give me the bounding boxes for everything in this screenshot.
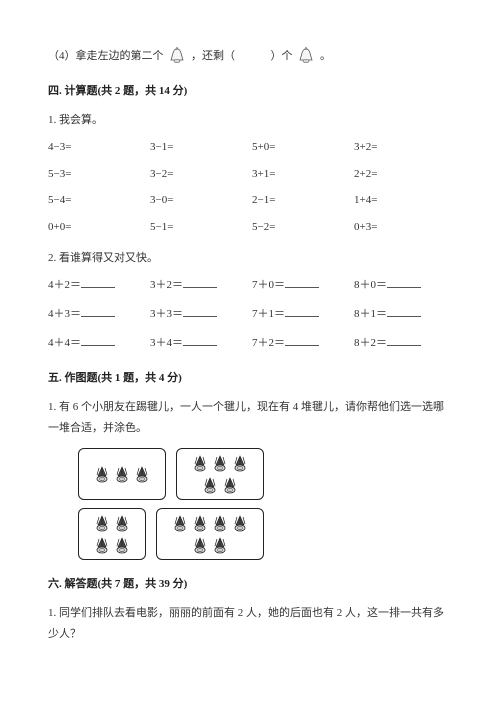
- pile-box-3: [78, 508, 146, 560]
- question-4: （4）拿走左边的第二个 ，还剩（ ）个 。: [48, 46, 452, 67]
- shuttlecock-icon: [211, 513, 229, 533]
- sec5-q1: 1. 有 6 个小朋友在踢毽儿，一人一个毽儿，现在有 4 堆毽儿，请你帮他们选一…: [48, 397, 452, 439]
- sec4-sub1: 1. 我会算。: [48, 110, 452, 131]
- calc-cell: 0+3=: [354, 217, 452, 238]
- calc-cell: 5−2=: [252, 217, 350, 238]
- shuttlecock-icon: [211, 453, 229, 473]
- shuttlecock-icon: [113, 535, 131, 555]
- calc-cell: 3−2=: [150, 164, 248, 185]
- shuttlecock-icon: [221, 475, 239, 495]
- answer-blank: [81, 278, 115, 288]
- shuttlecock-icon: [93, 513, 111, 533]
- calc-cell: 3+2=: [354, 137, 452, 158]
- calc-cell: 7＋0＝: [252, 275, 350, 296]
- calc-cell: 5−4=: [48, 190, 146, 211]
- calc-cell: 8＋2＝: [354, 333, 452, 354]
- answer-blank: [81, 307, 115, 317]
- pile-row-2: [78, 508, 452, 560]
- calc-cell: 1+4=: [354, 190, 452, 211]
- shuttlecock-icon: [113, 513, 131, 533]
- section-4-title: 四. 计算题(共 2 题，共 14 分): [48, 81, 452, 102]
- shuttlecock-icon: [133, 464, 151, 484]
- shuttlecock-icon: [231, 453, 249, 473]
- q4-period: 。: [320, 50, 331, 62]
- bell-icon: [297, 47, 315, 65]
- answer-blank: [285, 278, 319, 288]
- shuttlecock-icon: [191, 535, 209, 555]
- calc-cell: 3−0=: [150, 190, 248, 211]
- calc-cell: 5−3=: [48, 164, 146, 185]
- pile-box-1: [78, 448, 166, 500]
- bell-icon: [168, 47, 186, 65]
- shuttlecock-icon: [171, 513, 189, 533]
- calc-cell: 2+2=: [354, 164, 452, 185]
- answer-blank: [81, 336, 115, 346]
- calc-cell: 2−1=: [252, 190, 350, 211]
- calc-cell: 3−1=: [150, 137, 248, 158]
- pile-box-2: [176, 448, 264, 500]
- shuttlecock-icon: [191, 453, 209, 473]
- answer-blank: [387, 278, 421, 288]
- shuttlecock-icon: [211, 535, 229, 555]
- answer-blank: [183, 278, 217, 288]
- q4-mid: ，还剩（: [191, 50, 235, 62]
- calc-cell: 3＋4＝: [150, 333, 248, 354]
- shuttlecock-icon: [231, 513, 249, 533]
- calc-cell: 8＋0＝: [354, 275, 452, 296]
- section-5-title: 五. 作图题(共 1 题，共 4 分): [48, 368, 452, 389]
- calc-cell: 3＋2＝: [150, 275, 248, 296]
- shuttlecock-icon: [113, 464, 131, 484]
- calc-cell: 3＋3＝: [150, 304, 248, 325]
- shuttlecock-icon: [201, 475, 219, 495]
- calc-cell: 4＋3＝: [48, 304, 146, 325]
- calc-cell: 7＋1＝: [252, 304, 350, 325]
- calc-cell: 7＋2＝: [252, 333, 350, 354]
- calc-cell: 4＋4＝: [48, 333, 146, 354]
- calc-cell: 5−1=: [150, 217, 248, 238]
- answer-blank: [387, 307, 421, 317]
- pile-box-4: [156, 508, 264, 560]
- calc-cell: 0+0=: [48, 217, 146, 238]
- shuttlecock-icon: [93, 535, 111, 555]
- calc-cell: 8＋1＝: [354, 304, 452, 325]
- section-6-title: 六. 解答题(共 7 题，共 39 分): [48, 574, 452, 595]
- answer-blank: [183, 336, 217, 346]
- calc-cell: 3+1=: [252, 164, 350, 185]
- answer-blank: [183, 307, 217, 317]
- answer-blank: [285, 307, 319, 317]
- calc-cell: 4＋2＝: [48, 275, 146, 296]
- shuttlecock-icon: [191, 513, 209, 533]
- calc-grid-2: 4＋2＝3＋2＝7＋0＝8＋0＝ 4＋3＝3＋3＝7＋1＝8＋1＝ 4＋4＝3＋4＝…: [48, 275, 452, 354]
- shuttlecock-icon: [93, 464, 111, 484]
- calc-cell: 5+0=: [252, 137, 350, 158]
- calc-cell: 4−3=: [48, 137, 146, 158]
- sec4-sub2: 2. 看谁算得又对又快。: [48, 248, 452, 269]
- pile-area: [78, 448, 452, 560]
- sec6-q1: 1. 同学们排队去看电影，丽丽的前面有 2 人，她的后面也有 2 人，这一排一共…: [48, 603, 452, 645]
- answer-blank: [285, 336, 319, 346]
- q4-prefix: （4）拿走左边的第二个: [48, 50, 164, 62]
- calc-grid-1: 4−3=3−1=5+0=3+2= 5−3=3−2=3+1=2+2= 5−4=3−0=…: [48, 137, 452, 239]
- pile-row-1: [78, 448, 452, 500]
- q4-after: ）个: [271, 50, 293, 62]
- answer-blank: [387, 336, 421, 346]
